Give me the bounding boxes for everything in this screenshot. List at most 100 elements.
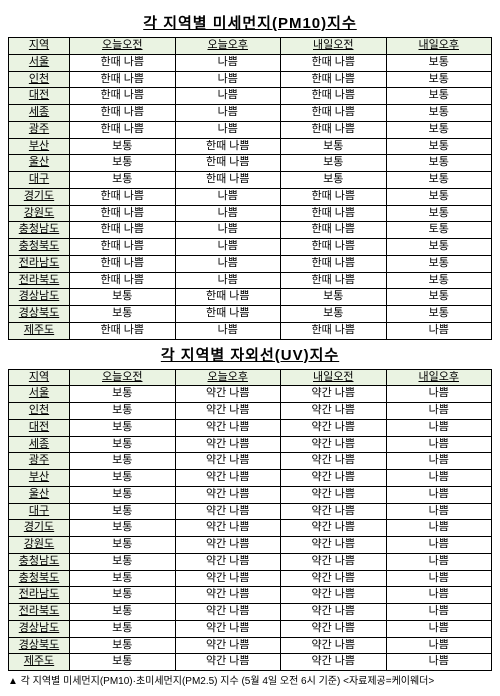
value-cell: 보통 — [386, 155, 492, 172]
value-cell: 한때 나쁨 — [281, 54, 387, 71]
region-cell: 충청남도 — [9, 553, 70, 570]
table-row: 전라남도한때 나쁨나쁨한때 나쁨보통 — [9, 255, 492, 272]
value-cell: 약간 나쁨 — [281, 470, 387, 487]
value-cell: 나쁨 — [386, 587, 492, 604]
table-row: 울산보통약간 나쁨약간 나쁨나쁨 — [9, 486, 492, 503]
value-cell: 보통 — [281, 289, 387, 306]
pm10-header: 내일오전 — [281, 38, 387, 55]
value-cell: 나쁨 — [386, 503, 492, 520]
value-cell: 보통 — [386, 289, 492, 306]
value-cell: 보통 — [70, 604, 176, 621]
value-cell: 보통 — [70, 503, 176, 520]
region-cell: 충청남도 — [9, 222, 70, 239]
table-row: 강원도보통약간 나쁨약간 나쁨나쁨 — [9, 537, 492, 554]
value-cell: 나쁨 — [175, 105, 281, 122]
value-cell: 약간 나쁨 — [281, 570, 387, 587]
value-cell: 나쁨 — [175, 272, 281, 289]
value-cell: 약간 나쁨 — [175, 620, 281, 637]
value-cell: 나쁨 — [175, 239, 281, 256]
value-cell: 보통 — [386, 88, 492, 105]
value-cell: 약간 나쁨 — [175, 520, 281, 537]
value-cell: 약간 나쁨 — [281, 520, 387, 537]
region-cell: 경상북도 — [9, 637, 70, 654]
table-row: 충청남도보통약간 나쁨약간 나쁨나쁨 — [9, 553, 492, 570]
table-row: 강원도한때 나쁨나쁨한때 나쁨보통 — [9, 205, 492, 222]
value-cell: 약간 나쁨 — [281, 654, 387, 671]
value-cell: 약간 나쁨 — [281, 436, 387, 453]
value-cell: 보통 — [386, 138, 492, 155]
value-cell: 보통 — [386, 71, 492, 88]
region-cell: 전라남도 — [9, 255, 70, 272]
value-cell: 보통 — [70, 537, 176, 554]
value-cell: 한때 나쁨 — [175, 289, 281, 306]
value-cell: 보통 — [281, 172, 387, 189]
region-cell: 경상남도 — [9, 620, 70, 637]
region-cell: 대구 — [9, 172, 70, 189]
value-cell: 보통 — [70, 486, 176, 503]
value-cell: 약간 나쁨 — [175, 419, 281, 436]
uv-header: 지역 — [9, 369, 70, 386]
value-cell: 약간 나쁨 — [175, 553, 281, 570]
region-cell: 세종 — [9, 105, 70, 122]
value-cell: 보통 — [70, 306, 176, 323]
value-cell: 나쁨 — [386, 570, 492, 587]
table-row: 전라남도보통약간 나쁨약간 나쁨나쁨 — [9, 587, 492, 604]
table-row: 경기도한때 나쁨나쁨한때 나쁨보통 — [9, 188, 492, 205]
value-cell: 보통 — [70, 289, 176, 306]
table-row: 제주도한때 나쁨나쁨한때 나쁨나쁨 — [9, 322, 492, 339]
value-cell: 보통 — [386, 105, 492, 122]
uv-table: 지역오늘오전오늘오후내일오전내일오후 서울보통약간 나쁨약간 나쁨나쁨인천보통약… — [8, 369, 492, 672]
region-cell: 인천 — [9, 71, 70, 88]
value-cell: 한때 나쁨 — [70, 105, 176, 122]
value-cell: 약간 나쁨 — [281, 386, 387, 403]
value-cell: 약간 나쁨 — [281, 587, 387, 604]
region-cell: 전라남도 — [9, 587, 70, 604]
value-cell: 한때 나쁨 — [70, 205, 176, 222]
value-cell: 보통 — [386, 205, 492, 222]
table-row: 대구보통한때 나쁨보통보통 — [9, 172, 492, 189]
value-cell: 약간 나쁨 — [281, 620, 387, 637]
region-cell: 전라북도 — [9, 604, 70, 621]
table-row: 제주도보통약간 나쁨약간 나쁨나쁨 — [9, 654, 492, 671]
table-row: 울산보통한때 나쁨보통보통 — [9, 155, 492, 172]
table-row: 부산보통약간 나쁨약간 나쁨나쁨 — [9, 470, 492, 487]
value-cell: 보통 — [281, 306, 387, 323]
value-cell: 약간 나쁨 — [281, 419, 387, 436]
value-cell: 보통 — [70, 172, 176, 189]
table-row: 세종보통약간 나쁨약간 나쁨나쁨 — [9, 436, 492, 453]
table-row: 인천보통약간 나쁨약간 나쁨나쁨 — [9, 403, 492, 420]
value-cell: 보통 — [70, 520, 176, 537]
region-cell: 경상남도 — [9, 289, 70, 306]
value-cell: 나쁨 — [175, 121, 281, 138]
value-cell: 보통 — [70, 386, 176, 403]
value-cell: 한때 나쁨 — [175, 306, 281, 323]
pm10-header: 지역 — [9, 38, 70, 55]
table-row: 경기도보통약간 나쁨약간 나쁨나쁨 — [9, 520, 492, 537]
table-row: 충청북도보통약간 나쁨약간 나쁨나쁨 — [9, 570, 492, 587]
value-cell: 나쁨 — [386, 419, 492, 436]
region-cell: 경기도 — [9, 520, 70, 537]
value-cell: 약간 나쁨 — [175, 436, 281, 453]
value-cell: 나쁨 — [386, 620, 492, 637]
region-cell: 대전 — [9, 419, 70, 436]
value-cell: 나쁨 — [386, 486, 492, 503]
value-cell: 한때 나쁨 — [70, 255, 176, 272]
value-cell: 한때 나쁨 — [281, 205, 387, 222]
value-cell: 보통 — [70, 403, 176, 420]
region-cell: 경기도 — [9, 188, 70, 205]
value-cell: 보통 — [70, 620, 176, 637]
table-row: 광주보통약간 나쁨약간 나쁨나쁨 — [9, 453, 492, 470]
value-cell: 나쁨 — [386, 654, 492, 671]
value-cell: 한때 나쁨 — [281, 71, 387, 88]
region-cell: 제주도 — [9, 654, 70, 671]
region-cell: 충청북도 — [9, 570, 70, 587]
region-cell: 경상북도 — [9, 306, 70, 323]
value-cell: 보통 — [386, 172, 492, 189]
value-cell: 보통 — [281, 138, 387, 155]
uv-header: 내일오후 — [386, 369, 492, 386]
value-cell: 나쁨 — [175, 205, 281, 222]
value-cell: 약간 나쁨 — [281, 503, 387, 520]
value-cell: 나쁨 — [175, 255, 281, 272]
value-cell: 나쁨 — [386, 436, 492, 453]
value-cell: 약간 나쁨 — [281, 403, 387, 420]
